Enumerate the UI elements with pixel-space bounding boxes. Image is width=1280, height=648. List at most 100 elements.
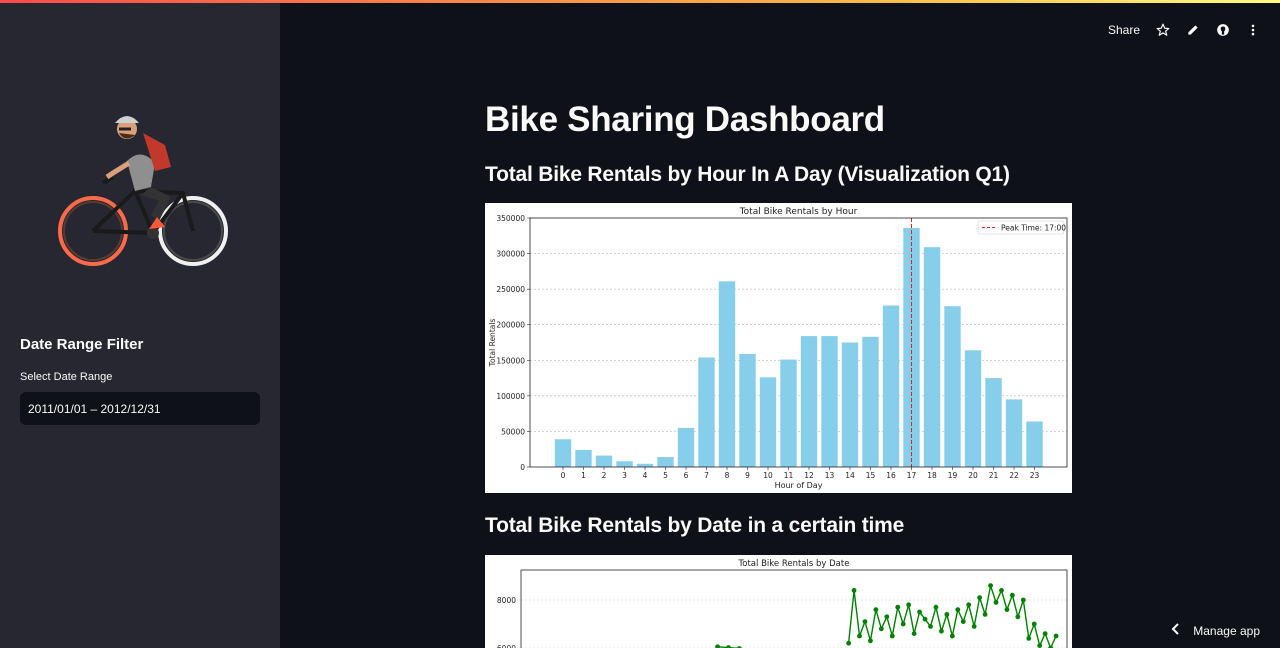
chart1-bar <box>698 357 715 467</box>
chart2-point <box>1015 614 1021 620</box>
chart1-bar <box>1005 399 1023 467</box>
chart1-bar <box>841 342 859 467</box>
chart1-bar <box>780 359 797 467</box>
chart2-point <box>1020 597 1026 603</box>
chart1-ytick-label: 100000 <box>496 392 525 401</box>
more-vertical-icon[interactable] <box>1246 23 1260 37</box>
chart1-xtick-label: 20 <box>968 471 978 480</box>
chart2-point <box>933 604 939 610</box>
chart1-ytick-label: 250000 <box>496 285 525 294</box>
chart2-point <box>851 588 857 593</box>
chart1-xtick-label: 22 <box>1009 471 1019 480</box>
chart1-xtick-label: 11 <box>784 471 794 480</box>
pencil-icon[interactable] <box>1186 23 1200 37</box>
chart1-bar <box>616 461 633 467</box>
chart2-point <box>939 628 944 634</box>
date-range-input[interactable]: 2011/01/01 – 2012/12/31 <box>20 392 260 425</box>
chart1-bar <box>595 455 613 467</box>
chart2-point <box>889 633 895 639</box>
chart1-bar <box>554 439 572 467</box>
chart1-bar <box>882 305 900 467</box>
chart1-xtick-label: 18 <box>927 471 937 480</box>
chart1-bar <box>800 336 818 467</box>
chart2-point <box>1010 592 1015 598</box>
chart1-title: Total Bike Rentals by Hour <box>739 207 858 217</box>
sidebar: Date Range Filter Select Date Range 2011… <box>0 3 280 648</box>
manage-app-label: Manage app <box>1193 623 1260 638</box>
chart1-bar <box>862 336 879 467</box>
chart1-xtick-label: 5 <box>663 471 668 480</box>
chart1-xtick-label: 6 <box>684 471 689 480</box>
star-icon[interactable] <box>1156 23 1170 37</box>
date-rentals-chart-svg: Total Bike Rentals by Date 6000 8000 <box>497 559 1068 648</box>
chart1-xtick-label: 0 <box>561 471 566 480</box>
chart2-point <box>726 645 731 648</box>
cyclist-illustration <box>55 105 235 275</box>
chart1-xtick-label: 23 <box>1030 471 1040 480</box>
chart2-point <box>868 638 873 644</box>
share-button[interactable]: Share <box>1107 23 1140 37</box>
manage-app-button[interactable]: Manage app <box>1171 623 1260 638</box>
main-content: Share Bike Sharing Dashboard Total Bike … <box>280 3 1280 648</box>
chart1-xtick-label: 10 <box>763 471 773 480</box>
chart1-bar <box>985 378 1002 467</box>
chart2-point <box>922 616 928 622</box>
chart2-point <box>1031 621 1037 627</box>
app-toolbar: Share <box>1108 23 1260 37</box>
chart2-point <box>917 609 922 615</box>
chart1-legend-box <box>977 220 1065 235</box>
chart2-point <box>1048 645 1054 648</box>
chart2-point <box>999 588 1004 593</box>
page-title: Bike Sharing Dashboard <box>485 100 885 139</box>
chart2-point <box>857 633 862 639</box>
chart1-xtick-label: 4 <box>643 471 648 480</box>
chart2-point <box>966 602 972 608</box>
chart2-point <box>1026 636 1032 641</box>
chart1-xtick-label: 15 <box>866 471 876 480</box>
chart2-title: Total Bike Rentals by Date <box>738 559 850 569</box>
chart2-point <box>949 633 955 639</box>
chart2-point <box>1004 607 1010 612</box>
chart1-bar <box>575 449 592 467</box>
chart2-point <box>900 621 906 627</box>
chart2-point <box>873 607 879 612</box>
chart1-ytick-label: 0 <box>520 463 525 472</box>
chart1-ylabel: Total Rentals <box>488 319 497 368</box>
chart1-xtick-label: 3 <box>622 471 627 480</box>
chart1-ytick-label: 50000 <box>501 427 525 436</box>
chart1-ytick-label: 150000 <box>496 356 525 365</box>
chart2-ytick-label: 6000 <box>497 644 516 648</box>
chart1-xtick-label: 2 <box>602 471 607 480</box>
chart2-point <box>1053 633 1059 639</box>
chart1-xtick-label: 21 <box>989 471 999 480</box>
chart2-point <box>846 640 851 646</box>
chart1-bar <box>718 281 736 467</box>
chart1-xtick-label: 9 <box>745 471 750 480</box>
chart1-bar <box>739 353 756 467</box>
chart1-ytick-label: 200000 <box>496 321 525 330</box>
chart1-bar <box>821 336 838 467</box>
chart1-xtick-label: 12 <box>804 471 814 480</box>
chart2-point <box>944 612 950 617</box>
github-icon[interactable] <box>1216 23 1230 37</box>
chart1-ytick-label: 350000 <box>496 214 525 223</box>
chevron-left-icon <box>1171 623 1179 638</box>
chart1-bar <box>657 457 674 467</box>
chart1-bar <box>1026 421 1043 467</box>
chart2-point <box>1042 631 1048 636</box>
date-rentals-chart: Total Bike Rentals by Date 6000 8000 <box>485 555 1072 648</box>
chart1-xtick-label: 14 <box>845 471 855 480</box>
chart2-point <box>928 624 933 629</box>
chart1-bar <box>964 350 982 467</box>
chart2-point <box>1037 643 1043 648</box>
chart1-xtick-label: 1 <box>581 471 586 480</box>
section1-title: Total Bike Rentals by Hour In A Day (Vis… <box>485 163 1010 186</box>
chart1-xtick-label: 19 <box>948 471 958 480</box>
chart1-bar <box>759 377 777 467</box>
hourly-rentals-chart-svg: Total Bike Rentals by Hour05000010000015… <box>488 207 1068 490</box>
chart2-point <box>988 583 993 588</box>
chart2-point <box>960 619 966 624</box>
chart1-xtick-label: 13 <box>825 471 835 480</box>
chart1-xtick-label: 7 <box>704 471 709 480</box>
section2-title: Total Bike Rentals by Date in a certain … <box>485 514 905 537</box>
